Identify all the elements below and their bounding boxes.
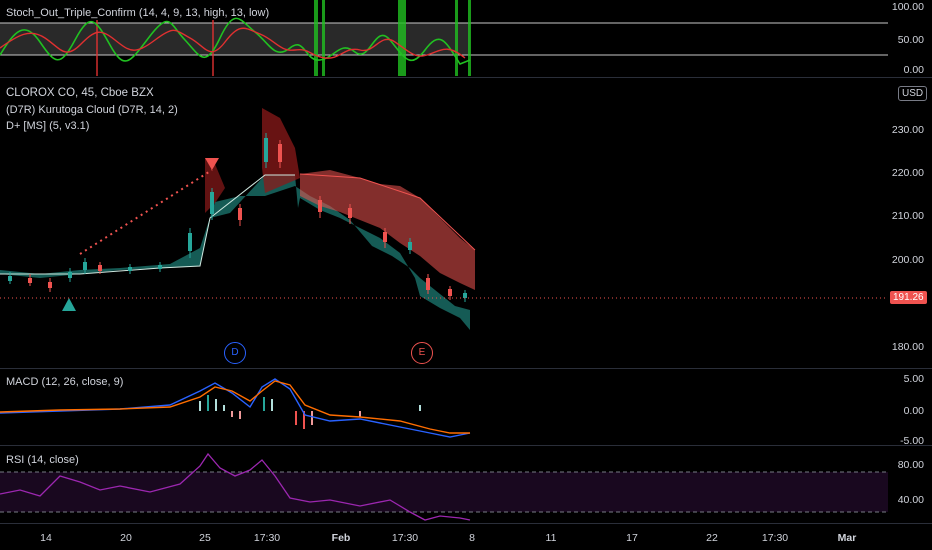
price-plot: [0, 108, 888, 330]
pane-separator[interactable]: [0, 77, 932, 78]
stoch-price-axis[interactable]: 100.00 50.00 0.00: [888, 0, 932, 76]
pane-separator[interactable]: [0, 368, 932, 369]
macd-plot: [0, 378, 471, 438]
rsi-plot: [0, 452, 888, 521]
time-tick: 11: [545, 532, 557, 544]
symbol-title[interactable]: CLOROX CO, 45, Cboe BZX: [6, 87, 154, 99]
time-tick: 20: [120, 532, 132, 544]
price-tick: 230.00: [891, 124, 924, 136]
time-tick: Feb: [331, 532, 351, 544]
macd-price-axis[interactable]: 5.00 0.00 -5.00: [888, 369, 932, 447]
macd-title[interactable]: MACD (12, 26, close, 9): [6, 376, 124, 388]
last-price-badge: 191.26: [890, 291, 927, 304]
pane-separator[interactable]: [0, 445, 932, 446]
rsi-price-axis[interactable]: 80.00 40.00: [888, 446, 932, 522]
indicator-kurutoga[interactable]: (D7R) Kurutoga Cloud (D7R, 14, 2): [6, 104, 178, 116]
macd-tick: 0.00: [903, 405, 924, 417]
stoch-tick: 50.00: [897, 34, 924, 46]
rsi-tick: 80.00: [897, 459, 924, 471]
time-tick: 17:30: [253, 532, 281, 544]
time-tick: 17:30: [761, 532, 789, 544]
macd-tick: 5.00: [903, 373, 924, 385]
marker-d[interactable]: D: [224, 342, 246, 364]
price-tick: 210.00: [891, 210, 924, 222]
rsi-pane[interactable]: RSI (14, close): [0, 446, 888, 522]
macd-pane[interactable]: MACD (12, 26, close, 9): [0, 369, 888, 444]
time-axis[interactable]: [0, 524, 888, 550]
stoch-plot: [0, 0, 888, 76]
currency-button[interactable]: USD: [898, 86, 928, 101]
time-tick: 8: [469, 532, 475, 544]
stoch-pane[interactable]: Stoch_Out_Triple_Confirm (14, 4, 9, 13, …: [0, 0, 888, 76]
price-tick: 220.00: [891, 167, 924, 179]
price-tick: 200.00: [891, 254, 924, 266]
time-tick: 22: [706, 532, 718, 544]
pane-separator[interactable]: [0, 523, 932, 524]
rsi-title[interactable]: RSI (14, close): [6, 454, 79, 466]
main-price-axis[interactable]: 230.00 220.00 210.00 200.00 180.00: [888, 78, 932, 368]
time-tick: Mar: [837, 532, 857, 544]
indicator-dplus[interactable]: D+ [MS] (5, v3.1): [6, 120, 90, 132]
time-tick: 25: [199, 532, 211, 544]
stoch-tick: 100.00: [891, 1, 924, 13]
time-tick: 14: [40, 532, 52, 544]
stoch-title: Stoch_Out_Triple_Confirm (14, 4, 9, 13, …: [6, 7, 270, 19]
main-chart-pane[interactable]: CLOROX CO, 45, Cboe BZX (D7R) Kurutoga C…: [0, 78, 888, 368]
settings-corner[interactable]: [888, 524, 932, 550]
macd-tick: -5.00: [900, 435, 924, 447]
time-tick: 17:30: [391, 532, 419, 544]
rsi-tick: 40.00: [897, 494, 924, 506]
stoch-tick: 0.00: [903, 64, 924, 76]
price-tick: 180.00: [891, 341, 924, 353]
marker-e[interactable]: E: [411, 342, 433, 364]
time-tick: 17: [626, 532, 638, 544]
